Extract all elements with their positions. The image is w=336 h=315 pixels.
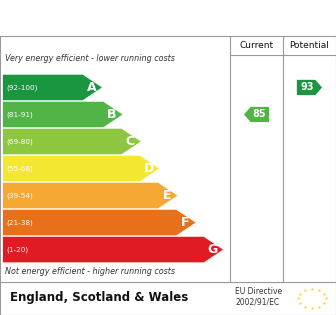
Text: Not energy efficient - higher running costs: Not energy efficient - higher running co… xyxy=(5,267,175,276)
Text: (81-91): (81-91) xyxy=(7,111,34,118)
Text: B: B xyxy=(108,108,117,121)
Polygon shape xyxy=(3,209,196,236)
Text: (55-68): (55-68) xyxy=(7,165,34,172)
Text: (92-100): (92-100) xyxy=(7,84,38,91)
Text: Energy Efficiency Rating: Energy Efficiency Rating xyxy=(57,11,279,26)
Text: (21-38): (21-38) xyxy=(7,219,34,226)
Text: A: A xyxy=(87,81,96,94)
Text: Potential: Potential xyxy=(290,41,329,50)
Text: C: C xyxy=(126,135,135,148)
Polygon shape xyxy=(3,129,141,155)
Text: 93: 93 xyxy=(300,83,313,93)
Text: E: E xyxy=(163,189,171,202)
Text: 85: 85 xyxy=(252,110,266,119)
Polygon shape xyxy=(3,182,178,209)
Text: EU Directive
2002/91/EC: EU Directive 2002/91/EC xyxy=(235,287,282,306)
Text: Current: Current xyxy=(240,41,274,50)
Text: (39-54): (39-54) xyxy=(7,192,34,199)
Text: (69-80): (69-80) xyxy=(7,138,34,145)
Polygon shape xyxy=(3,101,123,128)
Text: G: G xyxy=(208,243,218,256)
Text: England, Scotland & Wales: England, Scotland & Wales xyxy=(10,291,188,304)
Polygon shape xyxy=(244,107,269,122)
Text: D: D xyxy=(143,162,154,175)
Polygon shape xyxy=(3,74,102,100)
Polygon shape xyxy=(3,155,160,182)
Text: F: F xyxy=(181,216,190,229)
Text: (1-20): (1-20) xyxy=(7,246,29,253)
Polygon shape xyxy=(297,80,322,95)
Polygon shape xyxy=(3,237,223,263)
Text: Very energy efficient - lower running costs: Very energy efficient - lower running co… xyxy=(5,54,175,63)
